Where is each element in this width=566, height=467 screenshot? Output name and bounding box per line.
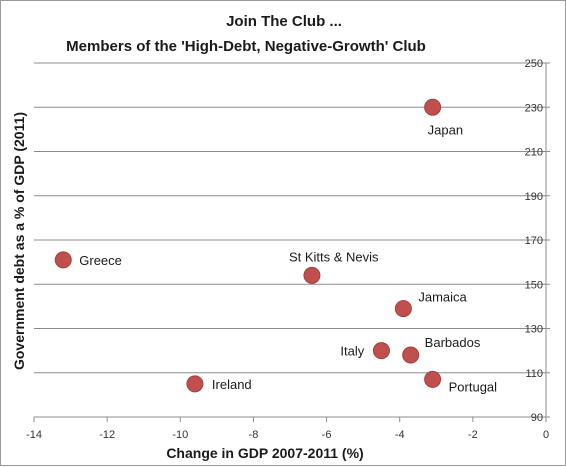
point-label-jamaica: Jamaica [418, 290, 467, 305]
point-label-japan: Japan [428, 122, 463, 137]
point-barbados [402, 346, 420, 364]
x-tick-label: -8 [249, 429, 259, 441]
point-jamaica [394, 300, 412, 318]
x-tick-label: -12 [99, 429, 115, 441]
point-italy [372, 342, 390, 360]
x-tick-label: 0 [543, 429, 549, 441]
point-label-italy: Italy [340, 344, 364, 359]
chart-title: Join The Club ... [226, 13, 342, 30]
y-tick-label: 150 [525, 279, 543, 291]
point-ireland [186, 375, 204, 393]
point-label-st-kitts-nevis: St Kitts & Nevis [289, 249, 379, 264]
point-st-kitts-nevis [303, 266, 321, 284]
point-japan [424, 98, 442, 116]
axes [33, 62, 550, 422]
point-label-barbados: Barbados [425, 335, 481, 350]
y-tick-label: 90 [531, 412, 543, 424]
y-tick-label: 110 [525, 368, 543, 380]
x-tick-label: -6 [322, 429, 332, 441]
point-labels: Japan Greece St Kitts & Nevis Jamaica Italy B… [79, 122, 497, 394]
point-portugal [424, 370, 442, 388]
x-axis-title: Change in GDP 2007-2011 (%) [166, 445, 363, 461]
x-tick-label: -14 [26, 429, 42, 441]
y-tick-label: 130 [525, 324, 543, 336]
y-axis-title: Government debt as a % of GDP (2011) [11, 112, 27, 370]
tick-labels: -14 -12 -10 -8 -6 -4 -2 090 110 130 150 170 190 210 23… [26, 58, 549, 441]
chart-subtitle: Members of the 'High-Debt, Negative-Grow… [66, 38, 426, 55]
y-tick-label: 170 [525, 235, 543, 247]
y-tick-label: 250 [525, 58, 543, 70]
y-tick-label: 190 [525, 191, 543, 203]
gridlines [34, 62, 546, 374]
point-label-ireland: Ireland [212, 377, 252, 392]
point-label-portugal: Portugal [449, 379, 498, 394]
y-tick-label: 210 [525, 147, 543, 159]
point-greece [54, 251, 72, 269]
x-tick-label: -2 [468, 429, 478, 441]
point-label-greece: Greece [79, 253, 122, 268]
x-tick-label: -4 [395, 429, 405, 441]
x-tick-label: -10 [172, 429, 188, 441]
data-points [54, 98, 442, 393]
y-tick-label: 230 [525, 102, 543, 114]
